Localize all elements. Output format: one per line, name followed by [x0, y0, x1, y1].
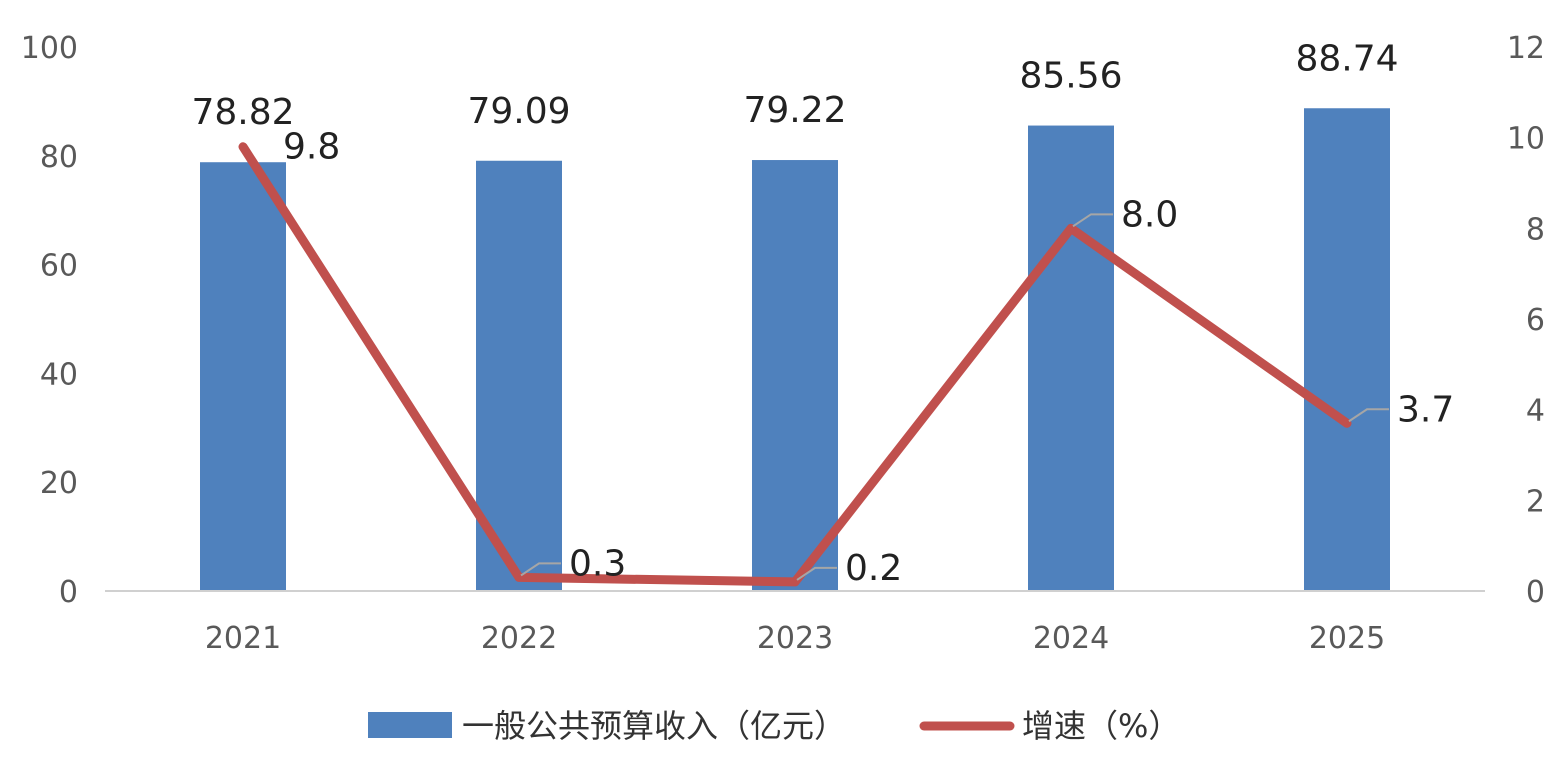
bar-2021	[200, 162, 286, 592]
line-data-label: 3.7	[1397, 389, 1454, 430]
right-y-tick-label: 10	[1507, 122, 1545, 157]
line-point	[242, 145, 244, 148]
right-y-tick-label: 6	[1526, 303, 1545, 338]
line-point	[1346, 422, 1348, 425]
right-y-tick-label: 12	[1507, 31, 1545, 66]
legend: 一般公共预算收入（亿元） 增速（%）	[368, 707, 1180, 745]
bar-2023	[752, 160, 838, 591]
legend-label-bar: 一般公共预算收入（亿元）	[462, 707, 846, 745]
line-point	[518, 576, 520, 579]
line-data-labels: 9.8 0.3 0.2 8.0 3.7	[283, 127, 1454, 589]
right-y-axis: 0 2 4 6 8 10 12	[1507, 31, 1545, 610]
left-y-axis: 0 20 40 60 80 100	[21, 31, 78, 610]
left-y-tick-label: 100	[21, 31, 78, 66]
left-y-tick-label: 0	[59, 575, 78, 610]
legend-swatch-bar	[368, 712, 452, 738]
line-point	[1070, 227, 1072, 230]
right-y-tick-label: 0	[1526, 575, 1545, 610]
bar-series	[200, 108, 1390, 592]
right-y-tick-label: 8	[1526, 212, 1545, 247]
right-y-tick-label: 2	[1526, 484, 1545, 519]
line-data-label: 8.0	[1121, 194, 1178, 235]
legend-label-line: 增速（%）	[1022, 707, 1180, 745]
x-tick-label: 2024	[1033, 621, 1109, 656]
left-y-tick-label: 20	[40, 466, 78, 501]
left-y-tick-label: 40	[40, 357, 78, 392]
bar-data-label: 78.82	[191, 92, 294, 133]
bar-data-label: 79.09	[467, 91, 570, 132]
bar-2025	[1304, 108, 1390, 592]
line-series	[238, 142, 1352, 587]
label-leader-line	[796, 566, 837, 581]
bar-data-labels: 78.82 79.09 79.22 85.56 88.74	[191, 38, 1398, 133]
left-y-tick-label: 80	[40, 140, 78, 175]
line-data-label: 0.2	[845, 548, 902, 589]
line-data-label: 0.3	[569, 543, 626, 584]
x-tick-label: 2023	[757, 621, 833, 656]
bar-data-label: 85.56	[1019, 56, 1122, 97]
bar-data-label: 79.22	[743, 90, 846, 131]
bar-data-label: 88.74	[1295, 38, 1398, 79]
label-leader-line	[1072, 213, 1113, 228]
x-tick-label: 2021	[205, 621, 281, 656]
x-tick-label: 2022	[481, 621, 557, 656]
bar-2024	[1028, 125, 1114, 592]
label-leader-line	[1348, 408, 1389, 423]
left-y-tick-label: 60	[40, 249, 78, 284]
line-point	[794, 580, 796, 583]
line-data-label: 9.8	[283, 127, 340, 168]
x-axis-ticks: 2021 2022 2023 2024 2025	[205, 621, 1385, 656]
bar-2022	[476, 160, 562, 591]
label-leader-line	[520, 562, 561, 577]
right-y-tick-label: 4	[1526, 394, 1545, 429]
x-tick-label: 2025	[1309, 621, 1385, 656]
